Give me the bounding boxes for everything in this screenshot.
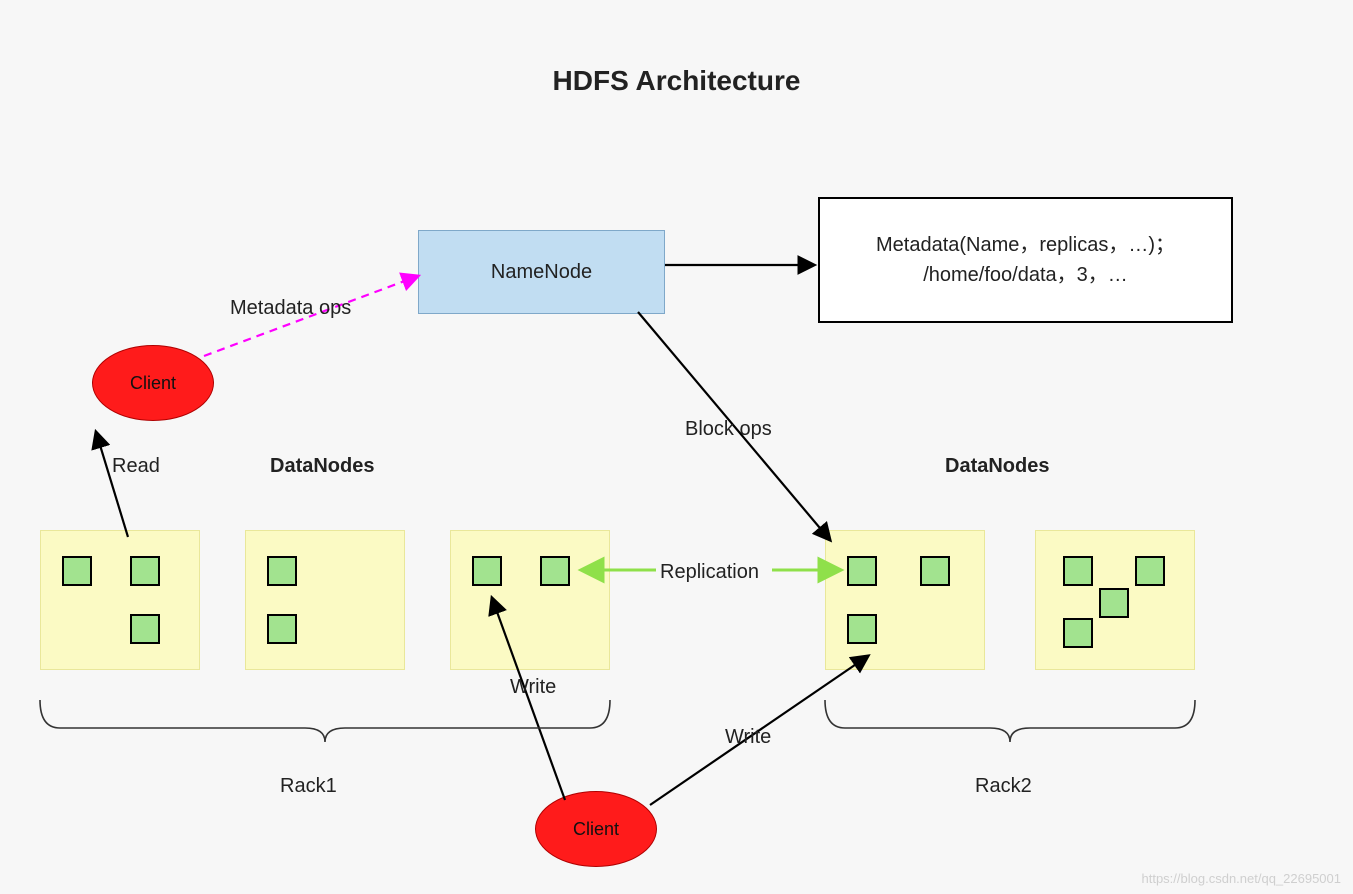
namenode-box: NameNode bbox=[418, 230, 665, 314]
client-bottom-label: Client bbox=[573, 819, 619, 840]
datanodes-label-left: DataNodes bbox=[270, 455, 374, 478]
data-block bbox=[847, 614, 877, 644]
rack1-label: Rack1 bbox=[280, 775, 337, 798]
brace bbox=[40, 700, 610, 742]
arrows-overlay: Metadata ops Block ops Read Replication Writ… bbox=[0, 0, 1353, 894]
metadata-box: Metadata(Name，replicas，…)； /home/foo/dat… bbox=[818, 197, 1233, 323]
data-block bbox=[1063, 618, 1093, 648]
data-block bbox=[540, 556, 570, 586]
datanode-box bbox=[40, 530, 200, 670]
datanode-box bbox=[825, 530, 985, 670]
client-top: Client bbox=[92, 345, 214, 421]
diagram-title: HDFS Architecture bbox=[0, 65, 1353, 97]
data-block bbox=[267, 614, 297, 644]
data-block bbox=[1135, 556, 1165, 586]
watermark: https://blog.csdn.net/qq_22695001 bbox=[1142, 871, 1342, 886]
edge-label-read: Read bbox=[112, 455, 160, 477]
edge-label-write1: Write bbox=[510, 676, 556, 698]
edge-meta_ops bbox=[204, 276, 418, 356]
diagram-canvas: HDFS Architecture NameNode Metadata(Name… bbox=[0, 0, 1353, 894]
edge-label-write2: Write bbox=[725, 726, 771, 748]
rack2-label: Rack2 bbox=[975, 775, 1032, 798]
data-block bbox=[267, 556, 297, 586]
edge-label-replication: Replication bbox=[660, 561, 759, 583]
datanode-box bbox=[450, 530, 610, 670]
datanode-box bbox=[245, 530, 405, 670]
metadata-line2: /home/foo/data，3，… bbox=[923, 260, 1128, 290]
edge-label-meta_ops: Metadata ops bbox=[230, 297, 351, 319]
edge-label-block_ops: Block ops bbox=[685, 418, 772, 440]
data-block bbox=[1063, 556, 1093, 586]
brace bbox=[825, 700, 1195, 742]
data-block bbox=[62, 556, 92, 586]
client-top-label: Client bbox=[130, 373, 176, 394]
data-block bbox=[920, 556, 950, 586]
edge-block_ops bbox=[638, 312, 830, 540]
data-block bbox=[472, 556, 502, 586]
data-block bbox=[1099, 588, 1129, 618]
data-block bbox=[847, 556, 877, 586]
datanodes-label-right: DataNodes bbox=[945, 455, 1049, 478]
data-block bbox=[130, 614, 160, 644]
data-block bbox=[130, 556, 160, 586]
edge-read bbox=[96, 432, 128, 537]
client-bottom: Client bbox=[535, 791, 657, 867]
metadata-line1: Metadata(Name，replicas，…)； bbox=[876, 230, 1175, 260]
edge-write2 bbox=[650, 656, 868, 805]
namenode-label: NameNode bbox=[491, 261, 592, 284]
